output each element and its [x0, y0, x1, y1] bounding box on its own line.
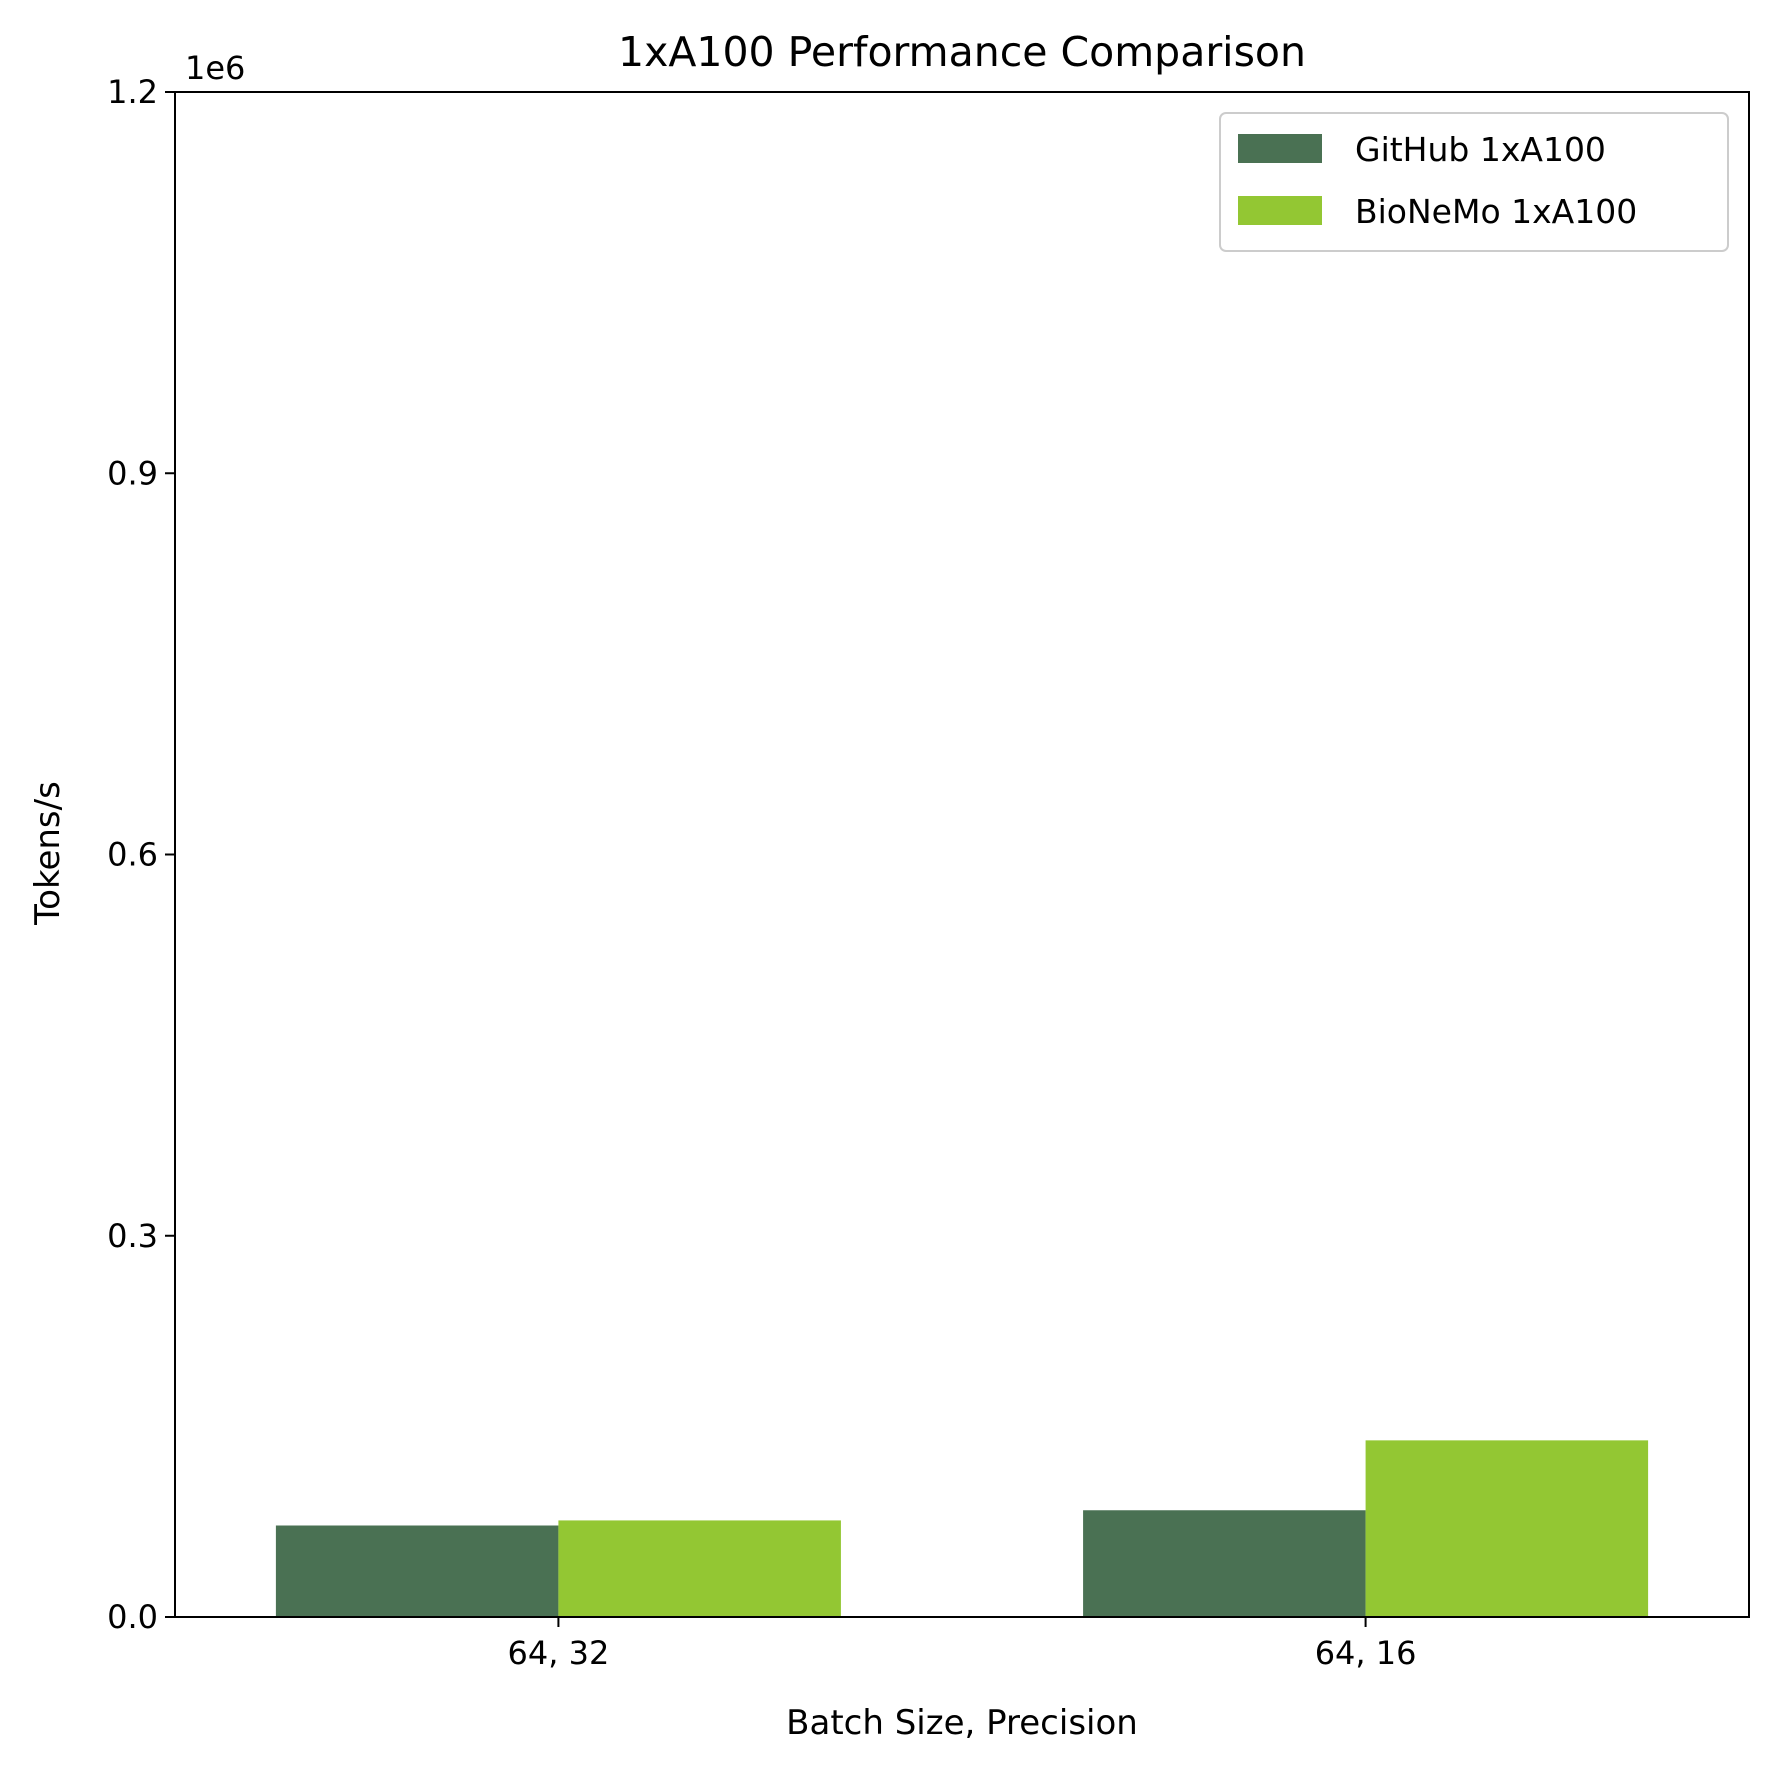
y-tick-label: 1.2 — [107, 73, 158, 111]
bar-bionemo-1 — [1365, 1440, 1649, 1617]
y-tick-label: 0.9 — [107, 454, 158, 492]
x-tick-label: 64, 16 — [1315, 1634, 1417, 1672]
y-tick-label: 0.0 — [107, 1598, 158, 1636]
legend: GitHub 1xA100 BioNeMo 1xA100 — [1219, 112, 1729, 252]
plot-frame — [174, 91, 1750, 1618]
bar-bionemo-0 — [558, 1520, 841, 1617]
x-tick-label: 64, 32 — [508, 1634, 610, 1672]
y-axis-label: Tokens/s — [28, 781, 68, 926]
y-tick-label: 0.3 — [107, 1217, 158, 1255]
y-axis-offset-label: 1e6 — [185, 49, 245, 87]
legend-box — [1219, 112, 1729, 252]
bar-github-0 — [275, 1525, 559, 1617]
x-axis-ticks: 64, 32 64, 16 — [508, 1617, 1417, 1672]
x-axis-label: Batch Size, Precision — [786, 1703, 1138, 1743]
legend-swatch-1 — [1238, 196, 1322, 225]
legend-label-0: GitHub 1xA100 — [1355, 130, 1606, 169]
legend-label-1: BioNeMo 1xA100 — [1355, 192, 1637, 231]
y-axis-ticks: 0.0 0.3 0.6 0.9 1.2 — [107, 73, 175, 1636]
legend-swatch-0 — [1238, 134, 1322, 163]
bar-github-1 — [1083, 1510, 1366, 1617]
chart-title: 1xA100 Performance Comparison — [618, 28, 1306, 76]
bars-layer — [275, 1440, 1649, 1617]
y-tick-label: 0.6 — [107, 836, 158, 874]
